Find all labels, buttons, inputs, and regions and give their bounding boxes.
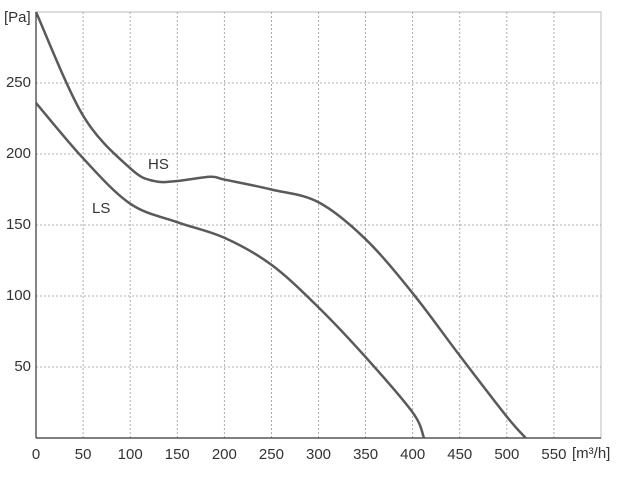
line-series — [34, 11, 527, 439]
x-tick-label: 100 — [118, 446, 143, 463]
y-axis-label: [Pa] — [4, 9, 31, 26]
x-tick-label: 450 — [447, 446, 472, 463]
x-tick-label: 150 — [165, 446, 190, 463]
x-tick-label: 0 — [32, 446, 40, 463]
y-tick-label: 150 — [6, 216, 31, 233]
x-tick-label: 50 — [75, 446, 92, 463]
x-tick-label: 200 — [212, 446, 237, 463]
line-series — [35, 102, 426, 439]
series-label: HS — [148, 156, 169, 173]
series-label: LS — [92, 200, 110, 217]
y-tick-label: 100 — [6, 287, 31, 304]
x-tick-label: 250 — [259, 446, 284, 463]
x-tick-label: 350 — [353, 446, 378, 463]
y-tick-label: 50 — [14, 358, 31, 375]
y-tick-label: 200 — [6, 145, 31, 162]
x-tick-label: 400 — [400, 446, 425, 463]
x-axis-label: [m³/h] — [572, 445, 610, 462]
x-tick-label: 500 — [494, 446, 519, 463]
y-tick-label: 250 — [6, 74, 31, 91]
x-tick-label: 550 — [541, 446, 566, 463]
x-tick-label: 300 — [306, 446, 331, 463]
